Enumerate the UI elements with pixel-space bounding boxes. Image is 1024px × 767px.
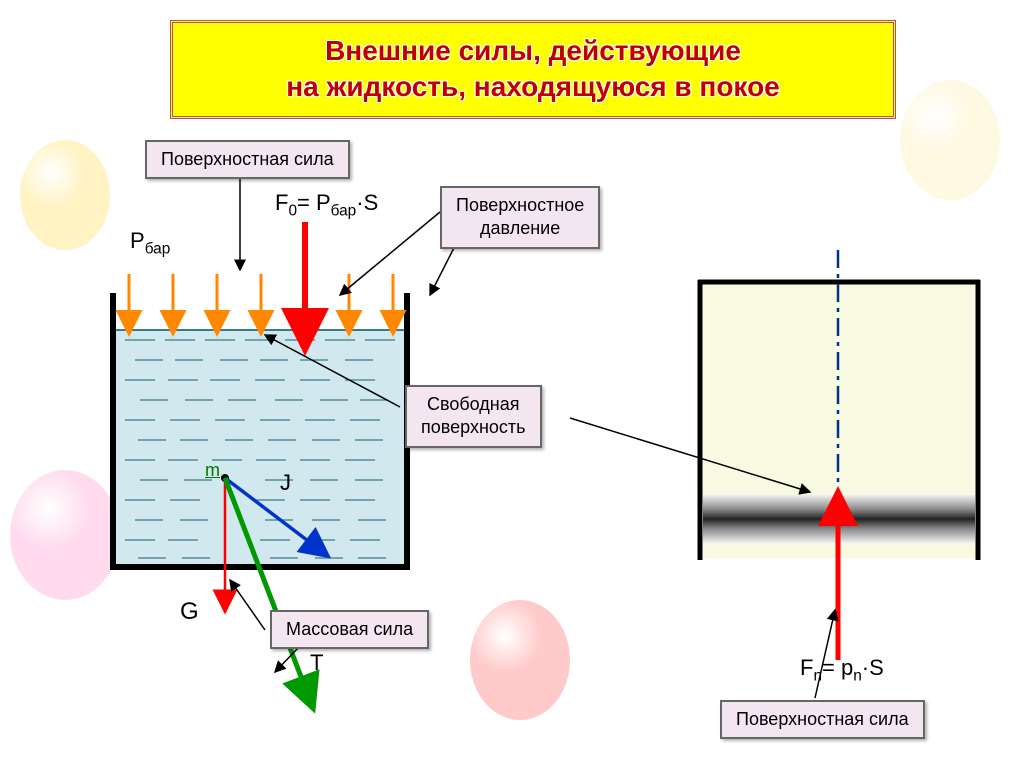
container-left: [110, 293, 410, 570]
formula-fn: Fn= pn·S: [800, 655, 884, 685]
label-mass-force: Массовая сила: [270, 610, 429, 649]
label-j: J: [280, 470, 291, 496]
label-surface-pressure: Поверхностноедавление: [440, 186, 600, 249]
label-t: T: [310, 650, 323, 676]
pressure-arrows-orange: [129, 274, 393, 325]
main-title: Внешние силы, действующие на жидкость, н…: [193, 33, 873, 106]
title-line2: на жидкость, находящуюся в покое: [286, 71, 780, 102]
formula-f0: F0= Pбар·S: [275, 190, 378, 220]
label-free-surface: Свободнаяповерхность: [405, 385, 542, 448]
label-free-surface-text: Свободнаяповерхность: [421, 394, 526, 437]
label-surface-force-bottom: Поверхностная сила: [720, 700, 925, 739]
label-surface-force-top: Поверхностная сила: [145, 140, 350, 179]
label-g: G: [180, 598, 199, 626]
label-surface-pressure-text: Поверхностноедавление: [456, 195, 584, 238]
label-p-bar: Pбар: [130, 228, 170, 258]
title-line1: Внешние силы, действующие: [325, 35, 741, 66]
main-title-box: Внешние силы, действующие на жидкость, н…: [170, 20, 896, 119]
label-m: m: [205, 460, 220, 481]
